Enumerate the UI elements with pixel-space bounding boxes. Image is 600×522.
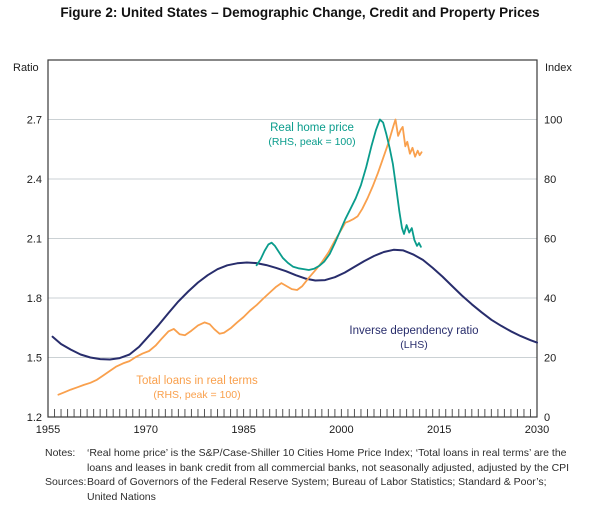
- series-line-teal: [255, 118, 422, 271]
- x-axis-tick-label: 1970: [134, 424, 158, 436]
- x-axis-tick-label: 2030: [525, 424, 549, 436]
- y-axis-tick-label-left: 1.2: [27, 412, 42, 424]
- sources-label: Sources:: [45, 476, 87, 488]
- y-axis-tick-label-right: 20: [544, 353, 556, 365]
- y-axis-tick-label-left: 2.4: [27, 174, 42, 186]
- sources-row: Sources: Board of Governors of the Feder…: [45, 475, 580, 504]
- x-axis-tick-label: 2015: [427, 424, 451, 436]
- figure-title: Figure 2: United States – Demographic Ch…: [60, 5, 540, 20]
- series-line-orange: [57, 118, 423, 396]
- notes-text: ‘Real home price’ is the S&P/Case-Shille…: [87, 447, 570, 474]
- y-axis-tick-label-left: 1.8: [27, 293, 42, 305]
- x-axis-tick-label: 2000: [329, 424, 353, 436]
- sources-text: Board of Governors of the Federal Reserv…: [87, 476, 547, 503]
- y-axis-tick-label-right: 0: [544, 412, 550, 424]
- series-sublabel-orange: (RHS, peak = 100): [153, 389, 240, 401]
- series-line-navy: [51, 248, 538, 361]
- right-axis-unit-label: Index: [545, 62, 572, 74]
- y-axis-tick-label-right: 80: [544, 174, 556, 186]
- notes-block: Notes: ‘Real home price’ is the S&P/Case…: [45, 446, 580, 504]
- y-axis-tick-label-right: 40: [544, 293, 556, 305]
- plot-frame: [47, 59, 538, 418]
- series-sublabel-navy: (LHS): [400, 339, 427, 351]
- series-label-teal: Real home price: [270, 122, 354, 134]
- x-axis-tick-label: 1985: [231, 424, 255, 436]
- y-axis-tick-label-left: 1.5: [27, 353, 42, 365]
- y-axis-tick-label-right: 60: [544, 234, 556, 246]
- series-sublabel-teal: (RHS, peak = 100): [268, 136, 355, 148]
- y-axis-tick-label-left: 2.1: [27, 234, 42, 246]
- notes-label: Notes:: [45, 447, 76, 459]
- notes-row: Notes: ‘Real home price’ is the S&P/Case…: [45, 446, 580, 475]
- series-label-orange: Total loans in real terms: [136, 375, 258, 387]
- series-label-navy: Inverse dependency ratio: [349, 325, 478, 337]
- left-axis-unit-label: Ratio: [13, 62, 39, 74]
- x-axis-tick-label: 1955: [36, 424, 60, 436]
- y-axis-tick-label-left: 2.7: [27, 115, 42, 127]
- y-axis-tick-label-right: 100: [544, 115, 562, 127]
